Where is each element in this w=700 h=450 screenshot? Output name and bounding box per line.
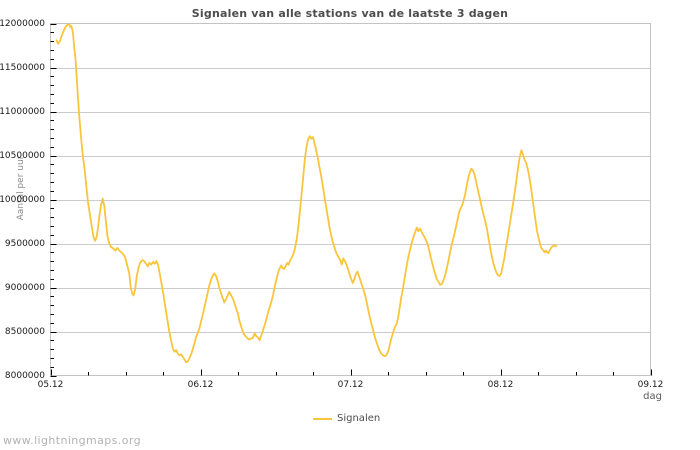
x-tick-label: 05.12 bbox=[37, 380, 64, 390]
series-line-signalen bbox=[55, 23, 558, 364]
x-tick-label: 06.12 bbox=[187, 380, 214, 390]
x-tick-label: 07.12 bbox=[337, 380, 364, 390]
watermark-text: www.lightningmaps.org bbox=[3, 434, 141, 447]
y-tick-label: 10000000 bbox=[0, 194, 45, 205]
y-tick-label: 9000000 bbox=[4, 282, 45, 293]
x-tick-label: 08.12 bbox=[487, 380, 514, 390]
y-tick-label: 8000000 bbox=[4, 370, 45, 381]
y-tick-label: 12000000 bbox=[0, 18, 45, 29]
chart-title: Signalen van alle stations van de laatst… bbox=[191, 7, 509, 20]
y-tick-label: 10500000 bbox=[0, 150, 45, 161]
x-axis-title: dag bbox=[643, 391, 662, 402]
plot-frame bbox=[50, 23, 651, 376]
x-tick-label: 09.12 bbox=[637, 380, 664, 390]
y-tick-label: 8500000 bbox=[4, 326, 45, 337]
y-axis-title: Aantal per uur bbox=[16, 155, 26, 221]
legend-line-swatch bbox=[313, 418, 332, 420]
y-tick-label: 11500000 bbox=[0, 62, 45, 73]
y-tick-label: 11000000 bbox=[0, 106, 45, 117]
legend-label: Signalen bbox=[337, 413, 381, 424]
y-tick-label: 9500000 bbox=[4, 238, 45, 249]
